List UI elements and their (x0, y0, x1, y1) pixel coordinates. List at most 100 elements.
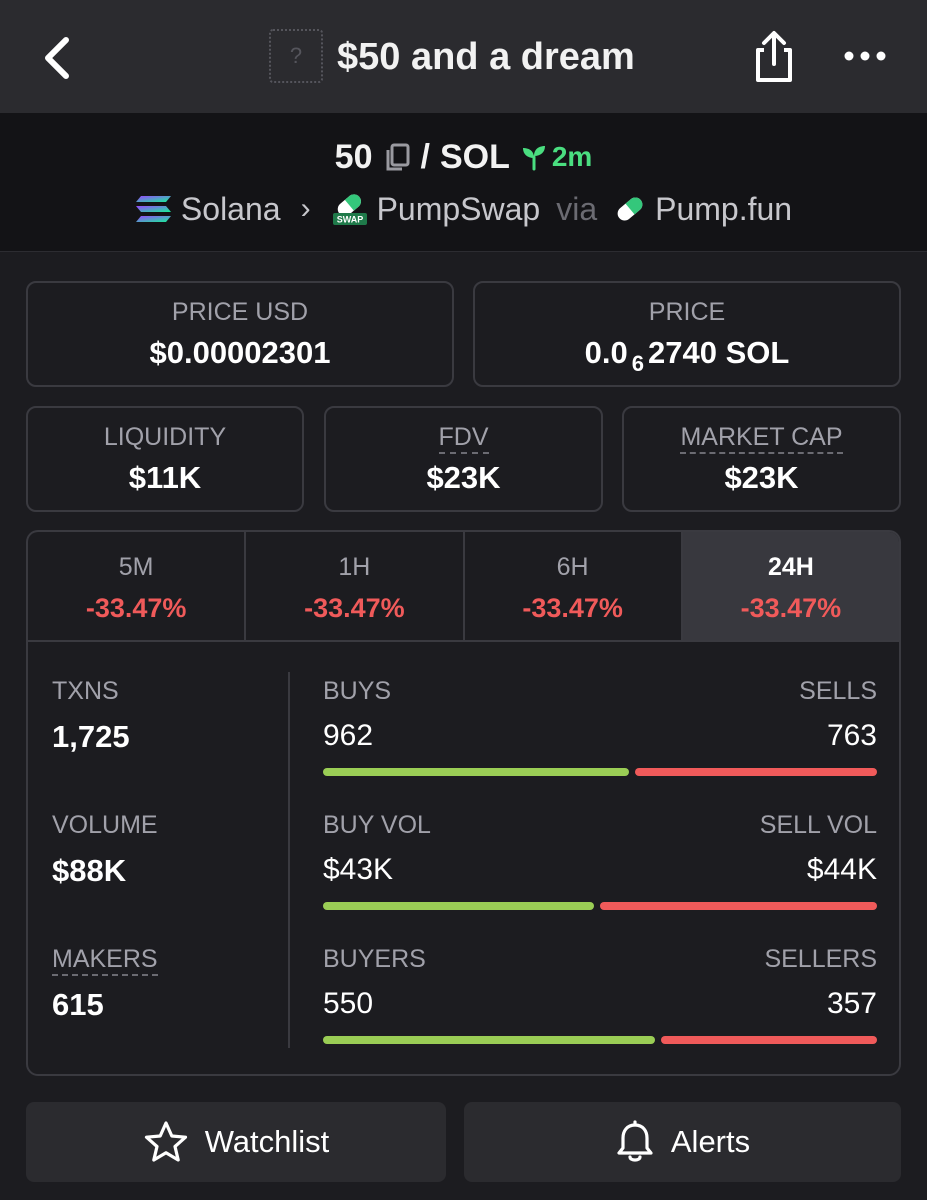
tab-label: 24H (767, 553, 814, 581)
tab-5m[interactable]: 5M -33.47% (28, 532, 247, 640)
txns-stat: TXNS 1,725 (52, 676, 130, 756)
volume-value: $88K (52, 853, 127, 888)
chain-link[interactable]: Solana (180, 190, 281, 227)
transaction-stats-panel: TXNS 1,725 VOLUME $88K MAKERS 615 BUYS S… (26, 640, 901, 1076)
makers-value: 615 (52, 987, 104, 1022)
price-usd-box: PRICE USD $0.00002301 (26, 281, 454, 387)
more-horizontal-icon (844, 51, 886, 61)
tab-6h[interactable]: 6H -33.47% (465, 532, 683, 640)
price-change: -33.47% (304, 593, 405, 623)
liquidity-box: LIQUIDITY $11K (26, 406, 304, 512)
pair-age: 2m (551, 141, 593, 172)
tab-label: 5M (118, 553, 154, 581)
buy-vol-label: BUY VOL (323, 811, 431, 839)
share-icon (756, 31, 792, 82)
tab-label: 1H (338, 553, 371, 581)
pair-age-badge: 2m (520, 141, 592, 173)
sells-value: 763 (826, 719, 877, 752)
alerts-button[interactable]: Alerts (464, 1102, 901, 1182)
pair-header: 50 / SOL 2m (0, 113, 927, 252)
route-breadcrumb: Solana › SWAP PumpSwap via Pump.fun (0, 187, 927, 231)
makers-stat[interactable]: MAKERS 615 (52, 944, 158, 1024)
tab-label: 6H (556, 553, 589, 581)
buys-bar-segment (323, 768, 629, 776)
chevron-right-icon: › (300, 192, 311, 225)
price-native-prefix: 0.0 (584, 335, 628, 370)
txns-label: TXNS (52, 677, 119, 705)
pair-row: 50 / SOL 2m (0, 135, 927, 179)
sprout-icon (522, 146, 545, 171)
copy-address-button[interactable] (383, 142, 411, 172)
buyers-sellers-bar (323, 1036, 877, 1044)
price-native-box: PRICE 0.0 6 2740 SOL (473, 281, 901, 387)
sellers-bar-segment (661, 1036, 877, 1044)
price-native-zero-count: 6 (631, 351, 645, 376)
buyers-bar-segment (323, 1036, 656, 1044)
sells-label: SELLS (799, 677, 877, 705)
timeframe-tabs: 5M -33.47% 1H -33.47% 6H -33.47% 24H -33… (26, 530, 901, 640)
price-change: -33.47% (85, 593, 187, 623)
solana-logo-icon (135, 196, 171, 222)
share-button[interactable] (750, 28, 798, 84)
pair-separator: / (420, 137, 430, 176)
buyers-sellers-ratio: BUYERS SELLERS 550 357 (323, 944, 877, 1044)
quote-symbol: SOL (439, 137, 510, 176)
bell-icon (617, 1120, 653, 1162)
fdv-label[interactable]: FDV (438, 423, 489, 454)
copy-icon (386, 143, 409, 171)
volume-bar (323, 902, 877, 910)
sell-vol-bar-segment (599, 902, 877, 910)
volume-stat: VOLUME $88K (52, 810, 158, 890)
stats-divider (288, 672, 290, 1048)
sellers-value: 357 (826, 987, 877, 1020)
sell-vol-value: $44K (806, 853, 877, 886)
price-native-value: 0.0 6 2740 SOL (475, 333, 899, 376)
base-symbol: 50 (334, 137, 373, 176)
makers-label[interactable]: MAKERS (52, 945, 158, 976)
buy-vol-value: $43K (323, 853, 394, 886)
buys-sells-ratio: BUYS SELLS 962 763 (323, 676, 877, 776)
tab-1h[interactable]: 1H -33.47% (246, 532, 465, 640)
tab-24h[interactable]: 24H -33.47% (682, 532, 899, 640)
watchlist-button[interactable]: Watchlist (26, 1102, 446, 1182)
pumpswap-logo-icon: SWAP (332, 194, 367, 225)
price-change: -33.47% (522, 593, 623, 623)
volume-ratio: BUY VOL SELL VOL $43K $44K (323, 810, 877, 910)
pump-fun-pill-icon (617, 197, 643, 221)
liquidity-value: $11K (128, 460, 202, 495)
chevron-left-icon (45, 37, 69, 79)
buyers-value: 550 (323, 987, 374, 1020)
liquidity-label: LIQUIDITY (103, 423, 227, 451)
market-cap-box[interactable]: MARKET CAP $23K (622, 406, 901, 512)
buys-label: BUYS (323, 677, 392, 705)
sell-vol-label: SELL VOL (759, 811, 877, 839)
buys-sells-bar (323, 768, 877, 776)
alerts-label: Alerts (670, 1124, 751, 1159)
via-label: via (556, 190, 598, 227)
dex-link[interactable]: PumpSwap (376, 190, 541, 227)
top-bar: ? $50 and a dream (0, 0, 927, 113)
txns-value: 1,725 (52, 719, 130, 754)
buys-value: 962 (323, 719, 374, 752)
market-cap-value: $23K (724, 460, 799, 495)
launchpad-link[interactable]: Pump.fun (655, 190, 793, 227)
price-usd-value: $0.00002301 (149, 335, 331, 370)
buy-vol-bar-segment (323, 902, 594, 910)
fdv-box[interactable]: FDV $23K (324, 406, 603, 512)
sellers-label: SELLERS (764, 945, 877, 973)
price-change: -33.47% (740, 593, 842, 623)
price-native-label: PRICE (648, 298, 726, 326)
volume-label: VOLUME (52, 811, 158, 839)
price-native-suffix: 2740 SOL (648, 335, 790, 370)
back-button[interactable] (38, 34, 82, 82)
page-title: $50 and a dream (337, 36, 635, 78)
market-cap-label[interactable]: MARKET CAP (680, 423, 843, 454)
svg-text:SWAP: SWAP (336, 215, 363, 225)
more-options-button[interactable] (840, 40, 890, 70)
sells-bar-segment (634, 768, 877, 776)
token-image-placeholder: ? (269, 29, 323, 83)
star-icon (144, 1121, 187, 1162)
watchlist-label: Watchlist (204, 1124, 330, 1159)
buyers-label: BUYERS (323, 945, 426, 973)
fdv-value: $23K (426, 460, 501, 495)
